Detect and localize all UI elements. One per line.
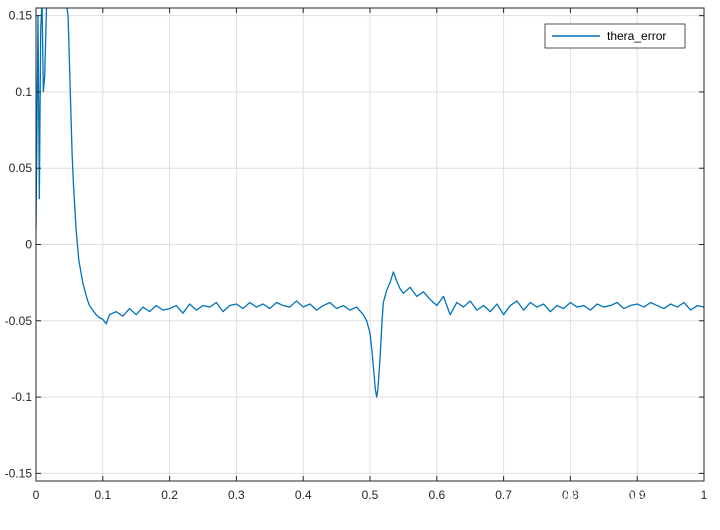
x-tick-labels: 0 0.1 0.2 0.3 0.4 0.5 0.6 0.7 0.8 0.9 1 bbox=[33, 488, 708, 502]
x-tick-label: 0.6 bbox=[428, 488, 445, 502]
x-tick-label: 0.2 bbox=[161, 488, 178, 502]
x-tick-label: 0 bbox=[33, 488, 40, 502]
y-tick-labels: -0.15 -0.1 -0.05 0 0.05 0.1 0.15 bbox=[5, 9, 33, 481]
legend-label-thera-error: thera_error bbox=[607, 29, 666, 43]
y-tick-label: -0.15 bbox=[5, 466, 33, 480]
x-tick-label: 0.8 bbox=[562, 488, 579, 502]
x-tick-label: 0.9 bbox=[629, 488, 646, 502]
y-tick-label: 0.05 bbox=[9, 161, 33, 175]
y-tick-label: 0.1 bbox=[15, 85, 32, 99]
x-tick-label: 0.3 bbox=[228, 488, 245, 502]
x-tick-label: 0.1 bbox=[94, 488, 111, 502]
y-tick-label: 0 bbox=[25, 238, 32, 252]
legend: thera_error bbox=[544, 23, 686, 49]
y-tick-label: -0.05 bbox=[5, 314, 33, 328]
y-tick-label: 0.15 bbox=[9, 9, 33, 23]
axis-ticks bbox=[35, 8, 705, 481]
grid-lines bbox=[36, 8, 704, 481]
x-tick-label: 0.4 bbox=[295, 488, 312, 502]
series-line-thera-error bbox=[36, 8, 704, 398]
watermark-text: 知乎 @Neil motor bbox=[528, 486, 657, 504]
y-tick-label: -0.1 bbox=[11, 390, 32, 404]
x-tick-label: 0.5 bbox=[362, 488, 379, 502]
series-layer bbox=[36, 8, 704, 398]
x-tick-label: 0.7 bbox=[495, 488, 512, 502]
x-tick-label: 1 bbox=[701, 488, 708, 502]
